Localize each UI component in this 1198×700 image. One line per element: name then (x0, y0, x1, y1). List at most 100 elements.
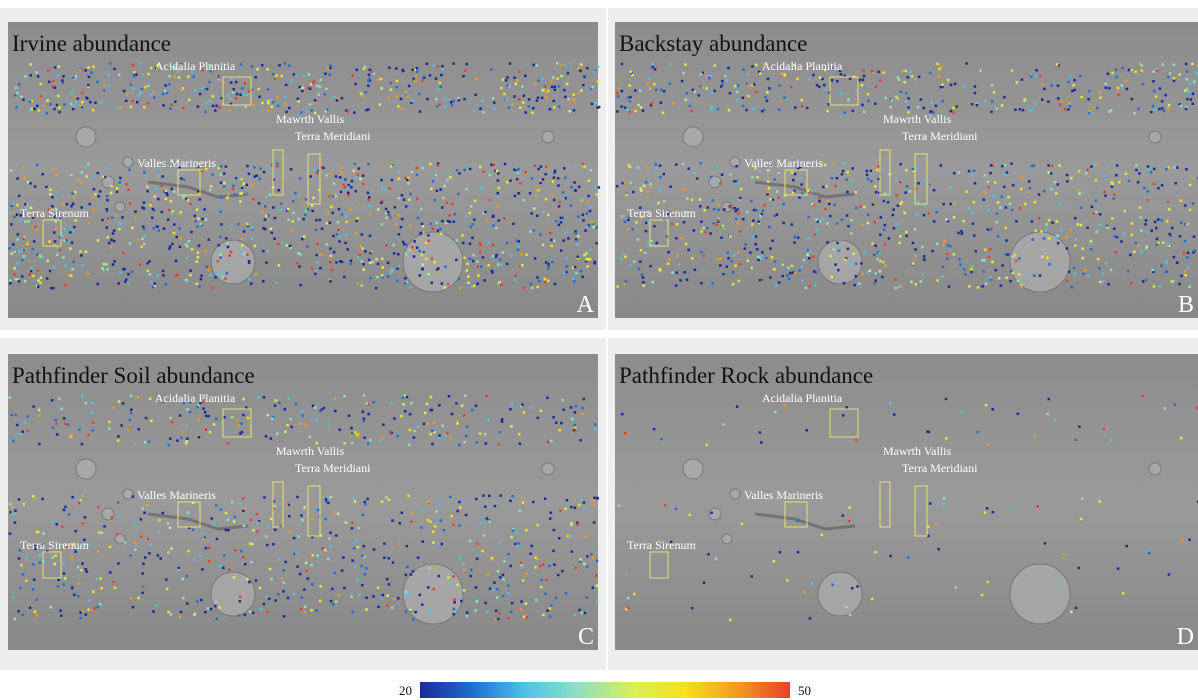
data-dot (940, 86, 943, 89)
data-dot (171, 421, 174, 424)
data-dot (794, 106, 797, 109)
data-dot (1041, 98, 1044, 101)
data-dot (198, 198, 201, 201)
data-dot (392, 244, 395, 247)
data-dot (112, 263, 115, 266)
data-dot (461, 405, 464, 408)
data-dot (1099, 281, 1102, 284)
data-dot (411, 512, 414, 515)
data-dot (965, 62, 968, 65)
data-dot (759, 279, 762, 282)
data-dot (188, 240, 191, 243)
data-dot (511, 103, 513, 106)
data-dot (1066, 180, 1069, 183)
data-dot (397, 214, 400, 217)
data-dot (231, 501, 234, 504)
data-dot (383, 542, 386, 545)
data-dot (315, 609, 318, 612)
data-dot (786, 579, 789, 582)
data-dot (280, 75, 283, 78)
data-dot (62, 75, 64, 78)
data-dot (496, 206, 499, 209)
data-dot (512, 223, 515, 226)
data-dot (301, 519, 304, 522)
data-dot (1102, 273, 1105, 276)
data-dot (443, 185, 446, 188)
data-dot (542, 614, 545, 617)
data-dot (193, 558, 196, 561)
data-dot (335, 195, 338, 198)
data-dot (170, 613, 173, 616)
data-dot (823, 84, 826, 87)
data-dot (9, 282, 12, 285)
data-dot (524, 75, 527, 78)
data-dot (363, 67, 366, 70)
data-dot (498, 219, 501, 222)
data-dot (710, 512, 713, 515)
data-dot (1019, 108, 1022, 111)
data-dot (334, 410, 337, 413)
data-dot (239, 200, 242, 203)
data-dot (657, 202, 660, 205)
data-dot (432, 228, 435, 231)
data-dot (708, 76, 711, 79)
data-dot (344, 215, 347, 218)
data-dot (711, 282, 714, 285)
data-dot (517, 192, 520, 195)
data-dot (1187, 91, 1190, 94)
data-dot (582, 162, 585, 165)
data-dot (32, 588, 35, 591)
data-dot (22, 431, 25, 434)
data-dot (1147, 167, 1150, 170)
data-dot (242, 414, 245, 417)
data-dot (953, 111, 956, 114)
data-dot (627, 96, 630, 99)
data-dot (1143, 187, 1146, 190)
data-dot (1105, 87, 1108, 90)
data-dot (691, 257, 694, 260)
data-dot (227, 518, 230, 521)
data-dot (455, 402, 458, 405)
map-panel: Pathfinder Rock abundanceAcidalia Planit… (615, 354, 1198, 650)
data-dot (547, 214, 550, 217)
data-dot (667, 251, 670, 254)
data-dot (540, 410, 543, 413)
data-dot (502, 78, 505, 81)
data-dot (639, 89, 642, 92)
data-dot (78, 502, 81, 505)
data-dot (242, 93, 245, 96)
data-dot (96, 81, 99, 84)
data-dot (711, 199, 714, 202)
data-dot (367, 413, 370, 416)
data-dot (79, 103, 82, 106)
data-dot (284, 430, 287, 433)
data-dot (37, 75, 40, 78)
data-dot (462, 75, 465, 78)
data-dot (248, 581, 251, 584)
data-dot (269, 568, 272, 571)
data-dot (693, 229, 696, 232)
region-label: Terra Sirenum (627, 206, 696, 220)
data-dot (1006, 171, 1009, 174)
data-dot (843, 111, 846, 114)
data-dot (1095, 163, 1098, 166)
data-dot (848, 520, 851, 523)
data-dot (675, 284, 678, 287)
data-dot (390, 88, 393, 91)
data-dot (642, 109, 645, 112)
data-dot (91, 411, 94, 414)
data-dot (289, 530, 292, 533)
data-dot (63, 509, 66, 512)
data-dot (414, 79, 417, 82)
data-dot (1059, 203, 1062, 206)
data-dot (578, 504, 581, 507)
data-dot (427, 240, 430, 243)
data-dot (701, 230, 704, 233)
data-dot (301, 596, 304, 599)
data-dot (46, 112, 49, 115)
region-label: Terra Sirenum (20, 538, 89, 552)
data-dot (456, 584, 459, 587)
data-dot (862, 224, 865, 227)
data-dot (812, 74, 815, 77)
data-dot (225, 529, 228, 532)
